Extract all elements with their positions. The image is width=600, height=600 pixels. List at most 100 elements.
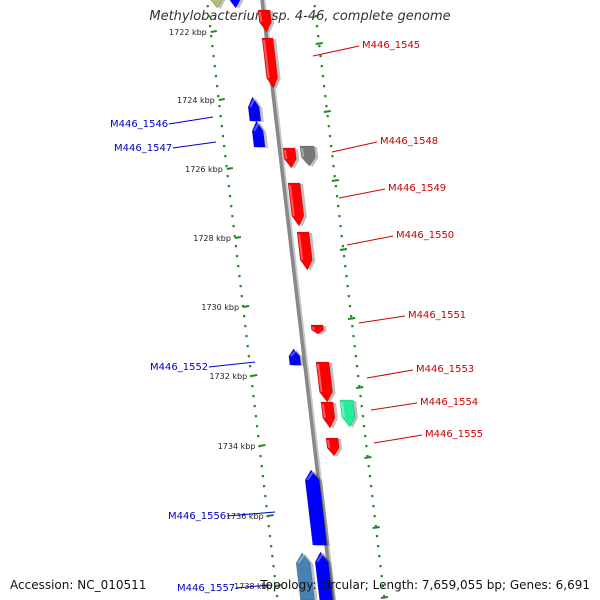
gene-arrow-highlight bbox=[316, 553, 324, 563]
gene-label[interactable]: M446_1549 bbox=[388, 183, 446, 194]
gene-label[interactable]: M446_1551 bbox=[408, 310, 466, 321]
gene-arrow-highlight bbox=[306, 471, 314, 481]
gene-arrow[interactable] bbox=[261, 37, 281, 89]
gene-arrow[interactable] bbox=[251, 120, 269, 148]
tick-mark bbox=[372, 526, 380, 529]
gene-arrow-highlight bbox=[301, 147, 305, 158]
left-dotted-rail bbox=[206, 4, 279, 598]
tick-label: 1732 kbp bbox=[209, 372, 247, 381]
genome-summary-text: Topology: circular; Length: 7,659,055 bp… bbox=[260, 578, 590, 592]
gene-arrow[interactable] bbox=[325, 437, 343, 457]
gene-arrow[interactable] bbox=[320, 401, 338, 429]
label-connector bbox=[331, 141, 378, 153]
label-connector bbox=[358, 315, 406, 324]
gene-arrow-body bbox=[314, 551, 333, 600]
right-dotted-rail bbox=[313, 4, 386, 598]
gene-label[interactable]: M446_1555 bbox=[425, 429, 483, 440]
tick-mark bbox=[251, 374, 258, 377]
gene-arrow-body bbox=[288, 348, 302, 366]
gene-arrow-unlabeled[interactable] bbox=[295, 552, 318, 600]
gene-arrow-highlight bbox=[298, 233, 304, 261]
label-connector bbox=[338, 188, 386, 199]
gene-arrow-highlight bbox=[263, 39, 270, 79]
gene-arrow-unlabeled[interactable] bbox=[207, 0, 226, 9]
genes: M446_1545 M446_1546 M446_1547 M446_1548 M446… bbox=[110, 0, 483, 600]
gene-arrow-highlight bbox=[297, 554, 305, 564]
genome-title: Methylobacterium sp. 4-46, complete geno… bbox=[149, 9, 451, 24]
tick-mark bbox=[210, 30, 217, 33]
gene-arrow[interactable] bbox=[304, 469, 330, 546]
tick-mark bbox=[323, 110, 331, 113]
tick-mark bbox=[267, 514, 274, 517]
gene-arrow-highlight bbox=[327, 439, 331, 449]
accession-text: Accession: NC_010511 bbox=[10, 578, 147, 592]
gene-arrow-highlight bbox=[290, 350, 297, 357]
gene-arrow-body bbox=[282, 147, 297, 169]
gene-arrow-body bbox=[287, 182, 305, 227]
gene-arrow-unlabeled[interactable] bbox=[299, 145, 319, 167]
gene-arrow[interactable] bbox=[288, 348, 304, 366]
gene-arrow[interactable] bbox=[314, 551, 336, 600]
tick-label: 1730 kbp bbox=[201, 303, 239, 312]
gene-arrow-body bbox=[325, 437, 340, 457]
scale-ticks: 1722 kbp 1724 kbp 1726 kbp 1728 kbp 1730 kbp… bbox=[169, 28, 388, 599]
label-connector bbox=[346, 235, 394, 246]
gene-label[interactable]: M446_1547 bbox=[114, 143, 172, 154]
gene-arrow-body bbox=[295, 552, 315, 600]
gene-arrow-body bbox=[261, 37, 279, 89]
gene-arrow-highlight bbox=[253, 122, 260, 132]
gene-label[interactable]: M446_1554 bbox=[420, 397, 478, 408]
tick-label: 1726 kbp bbox=[185, 165, 223, 174]
gene-arrow-highlight bbox=[317, 363, 323, 393]
tick-label: 1736 kbp bbox=[226, 512, 264, 521]
label-connector bbox=[235, 584, 271, 589]
label-connector bbox=[172, 141, 217, 149]
gene-arrow-body bbox=[296, 231, 313, 271]
gene-arrow-body bbox=[210, 0, 223, 9]
tick-label: 1728 kbp bbox=[193, 234, 231, 243]
gene-arrow-body bbox=[251, 120, 266, 148]
gene-label[interactable]: M446_1557 bbox=[177, 583, 235, 594]
label-connector bbox=[366, 369, 414, 379]
label-connector bbox=[208, 361, 256, 368]
gene-label[interactable]: M446_1550 bbox=[396, 230, 454, 241]
gene-arrow-unlabeled[interactable] bbox=[226, 0, 244, 9]
gene-arrow-body bbox=[320, 401, 336, 429]
gene-arrow-body bbox=[339, 399, 356, 428]
gene-arrow[interactable] bbox=[282, 147, 300, 169]
tick-mark bbox=[364, 456, 372, 459]
gene-arrow-highlight bbox=[289, 184, 295, 217]
gene-label[interactable]: M446_1552 bbox=[150, 362, 208, 373]
tick-mark bbox=[234, 236, 242, 239]
gene-arrow-highlight bbox=[341, 401, 345, 418]
gene-label[interactable]: M446_1546 bbox=[110, 119, 168, 130]
tick-mark bbox=[331, 179, 339, 182]
gene-arrow[interactable] bbox=[310, 324, 327, 335]
tick-mark bbox=[356, 386, 364, 389]
tick-mark bbox=[347, 317, 356, 320]
gene-arrow-unlabeled[interactable] bbox=[257, 9, 275, 33]
backbone-shadow bbox=[262, 0, 336, 600]
gene-arrow-body bbox=[315, 361, 333, 403]
gene-arrow[interactable] bbox=[287, 182, 307, 227]
gene-arrow-unlabeled[interactable] bbox=[339, 399, 358, 428]
gene-label[interactable]: M446_1545 bbox=[362, 40, 420, 51]
gene-label[interactable]: M446_1548 bbox=[380, 136, 438, 147]
tick-label: 1734 kbp bbox=[218, 442, 256, 451]
gene-arrow[interactable] bbox=[296, 231, 316, 271]
tick-mark bbox=[380, 596, 388, 599]
tick-mark bbox=[226, 167, 234, 170]
gene-arrow[interactable] bbox=[247, 96, 264, 122]
gene-arrow-body bbox=[247, 96, 262, 122]
gene-arrow[interactable] bbox=[315, 361, 336, 403]
gene-arrow-highlight bbox=[249, 98, 256, 108]
gene-label[interactable]: M446_1556 bbox=[168, 511, 226, 522]
label-connector bbox=[373, 434, 423, 444]
tick-mark bbox=[339, 248, 348, 251]
tick-mark bbox=[259, 444, 266, 447]
tick-label: 1724 kbp bbox=[177, 96, 215, 105]
gene-arrow-highlight bbox=[284, 149, 288, 160]
gene-label[interactable]: M446_1553 bbox=[416, 364, 474, 375]
gene-arrow-body bbox=[299, 145, 316, 167]
